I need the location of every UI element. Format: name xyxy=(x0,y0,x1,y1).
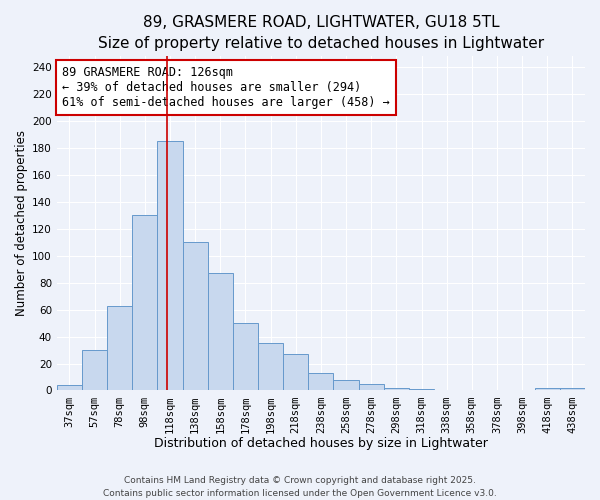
Bar xyxy=(57,385,82,390)
Bar xyxy=(384,388,409,390)
Bar xyxy=(535,388,560,390)
Bar xyxy=(258,344,283,390)
Bar xyxy=(359,384,384,390)
Bar xyxy=(182,242,208,390)
Text: 89 GRASMERE ROAD: 126sqm
← 39% of detached houses are smaller (294)
61% of semi-: 89 GRASMERE ROAD: 126sqm ← 39% of detach… xyxy=(62,66,390,110)
Bar xyxy=(157,141,182,390)
Title: 89, GRASMERE ROAD, LIGHTWATER, GU18 5TL
Size of property relative to detached ho: 89, GRASMERE ROAD, LIGHTWATER, GU18 5TL … xyxy=(98,15,544,51)
Bar xyxy=(132,216,157,390)
X-axis label: Distribution of detached houses by size in Lightwater: Distribution of detached houses by size … xyxy=(154,437,488,450)
Bar xyxy=(283,354,308,391)
Bar xyxy=(82,350,107,391)
Bar xyxy=(208,274,233,390)
Bar xyxy=(233,323,258,390)
Bar xyxy=(107,306,132,390)
Y-axis label: Number of detached properties: Number of detached properties xyxy=(15,130,28,316)
Bar xyxy=(308,373,334,390)
Bar xyxy=(334,380,359,390)
Bar xyxy=(409,389,434,390)
Text: Contains HM Land Registry data © Crown copyright and database right 2025.
Contai: Contains HM Land Registry data © Crown c… xyxy=(103,476,497,498)
Bar xyxy=(560,388,585,390)
